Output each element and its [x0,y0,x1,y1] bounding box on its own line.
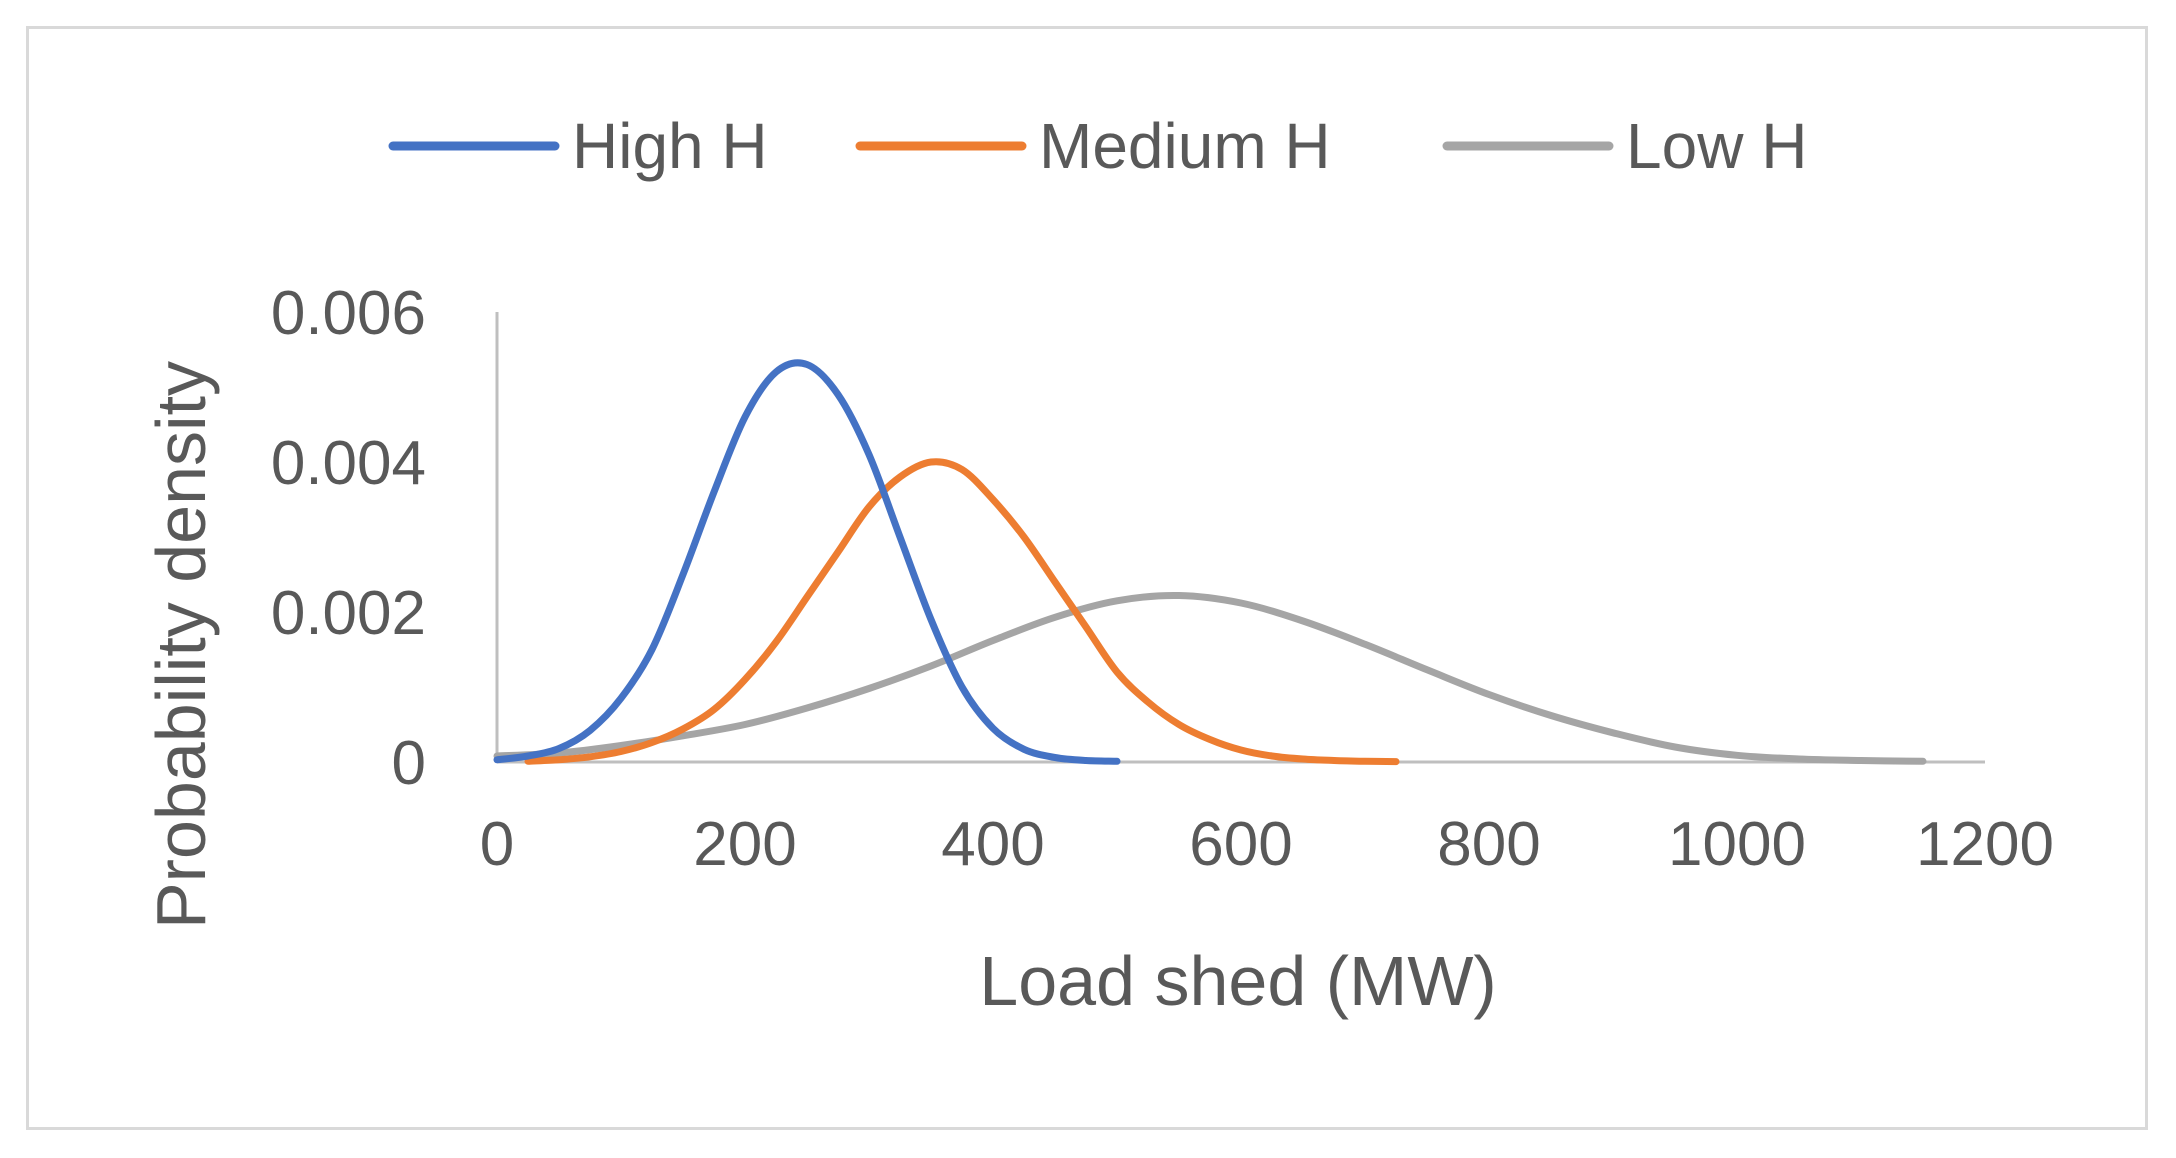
axes: 0 200 400 600 800 1000 1200 0 0.002 0.004 0.006 [271,279,2054,879]
y-tick-label: 0 [392,729,426,798]
x-tick-label: 800 [1437,810,1540,879]
y-tick-label: 0.006 [271,279,426,348]
x-tick-label: 1200 [1916,810,2054,879]
x-tick-label: 0 [480,810,514,879]
series-line-low-h [493,591,1927,765]
legend: High H Medium H Low H [388,110,1807,182]
y-tick-label: 0.002 [271,579,426,648]
x-tick-label: 200 [693,810,796,879]
series-layer [493,359,1927,766]
chart-frame [26,26,2148,1130]
x-tick-label: 600 [1189,810,1292,879]
x-axis-title: Load shed (MW) [979,942,1496,1020]
legend-item: High H [388,110,768,182]
legend-item: Low H [1442,110,1807,182]
x-tick-label: 400 [941,810,1044,879]
x-tick-label: 1000 [1668,810,1806,879]
y-axis-title: Probability density [142,361,220,929]
series-line-high-h [493,359,1121,765]
legend-label: Low H [1626,110,1807,182]
y-tick-label: 0.004 [271,429,426,498]
legend-item: Medium H [855,110,1331,182]
legend-label: Medium H [1039,110,1331,182]
legend-label: High H [572,110,768,182]
series-line-medium-h [524,458,1400,766]
